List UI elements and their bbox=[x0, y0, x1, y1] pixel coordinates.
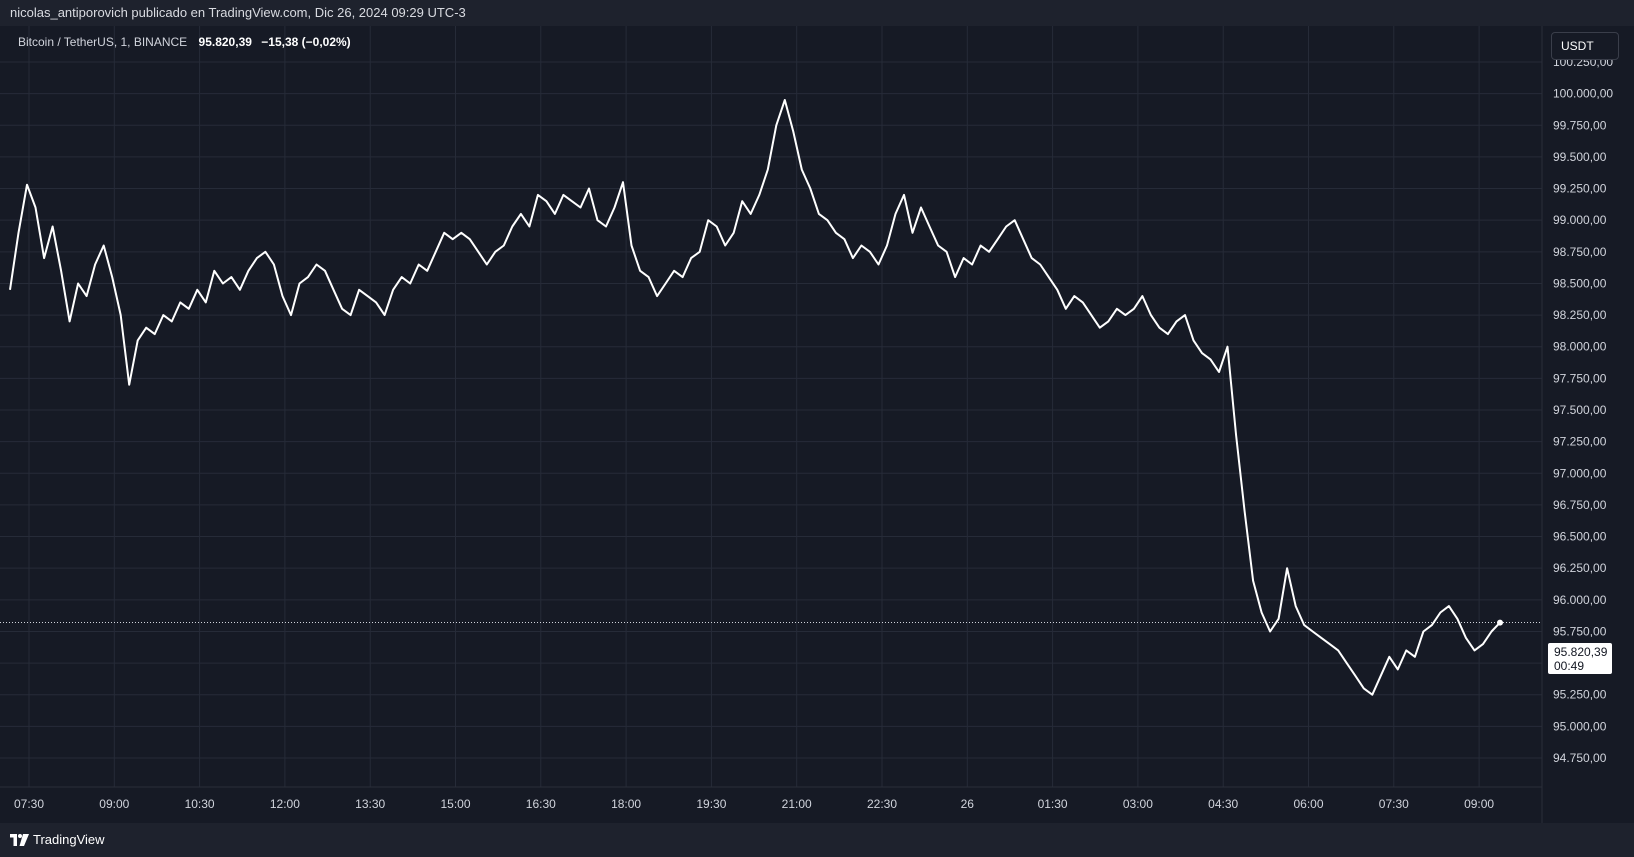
y-tick-label: 97.500,00 bbox=[1553, 403, 1607, 417]
plot-background bbox=[0, 26, 1634, 823]
chart-legend[interactable]: Bitcoin / TetherUS, 1, BINANCE 95.820,39… bbox=[18, 34, 351, 50]
y-tick-label: 97.250,00 bbox=[1553, 435, 1607, 449]
y-axis[interactable]: 100.250,00100.000,0099.750,0099.500,0099… bbox=[1553, 55, 1613, 765]
x-tick-label: 19:30 bbox=[696, 797, 726, 811]
grid-layer bbox=[0, 26, 1542, 787]
currency-label: USDT bbox=[1561, 39, 1594, 53]
y-tick-label: 98.000,00 bbox=[1553, 340, 1607, 354]
x-tick-label: 15:00 bbox=[440, 797, 470, 811]
y-tick-label: 95.000,00 bbox=[1553, 719, 1607, 733]
y-tick-label: 100.000,00 bbox=[1553, 87, 1613, 101]
y-tick-label: 98.750,00 bbox=[1553, 245, 1607, 259]
bar-countdown: 00:49 bbox=[1554, 659, 1585, 673]
y-tick-label: 98.500,00 bbox=[1553, 276, 1607, 290]
y-tick-label: 96.250,00 bbox=[1553, 561, 1607, 575]
x-tick-label: 09:00 bbox=[99, 797, 129, 811]
y-tick-label: 97.750,00 bbox=[1553, 371, 1607, 385]
x-tick-label: 06:00 bbox=[1293, 797, 1323, 811]
x-tick-label: 07:30 bbox=[1379, 797, 1409, 811]
last-price-point bbox=[1497, 619, 1503, 626]
publisher-text: nicolas_antiporovich publicado en Tradin… bbox=[10, 5, 466, 20]
y-tick-label: 95.750,00 bbox=[1553, 624, 1607, 638]
y-tick-label: 97.000,00 bbox=[1553, 466, 1607, 480]
chart-svg[interactable]: 100.250,00100.000,0099.750,0099.500,0099… bbox=[0, 26, 1634, 823]
publisher-header: nicolas_antiporovich publicado en Tradin… bbox=[0, 0, 1634, 26]
y-tick-label: 99.000,00 bbox=[1553, 213, 1607, 227]
x-tick-label: 09:00 bbox=[1464, 797, 1494, 811]
y-tick-label: 99.750,00 bbox=[1553, 118, 1607, 132]
y-tick-label: 99.500,00 bbox=[1553, 150, 1607, 164]
y-tick-label: 96.000,00 bbox=[1553, 593, 1607, 607]
tradingview-logo-icon bbox=[10, 834, 29, 846]
footer: TradingView bbox=[0, 823, 1634, 857]
y-tick-label: 96.750,00 bbox=[1553, 498, 1607, 512]
y-tick-label: 96.500,00 bbox=[1553, 530, 1607, 544]
x-tick-label: 12:00 bbox=[270, 797, 300, 811]
currency-button[interactable]: USDT bbox=[1551, 32, 1619, 60]
price-series-line bbox=[9, 99, 1501, 696]
brand-name: TradingView bbox=[33, 832, 105, 847]
x-tick-label: 04:30 bbox=[1208, 797, 1238, 811]
y-tick-label: 94.750,00 bbox=[1553, 751, 1607, 765]
x-tick-label: 13:30 bbox=[355, 797, 385, 811]
symbol-label: Bitcoin / TetherUS, 1, BINANCE bbox=[18, 35, 188, 49]
chart-panel[interactable]: 100.250,00 100.000,00 99.750,00 99.500,00 99… bbox=[0, 26, 1634, 823]
x-tick-label: 07:30 bbox=[14, 797, 44, 811]
tradingview-logo[interactable]: TradingView bbox=[10, 832, 105, 848]
x-tick-label: 22:30 bbox=[867, 797, 897, 811]
x-tick-label: 21:00 bbox=[782, 797, 812, 811]
y-tick-label: 98.250,00 bbox=[1553, 308, 1607, 322]
x-tick-label: 26 bbox=[961, 797, 975, 811]
legend-change: −15,38 (−0,02%) bbox=[261, 35, 351, 49]
x-axis[interactable]: 07:30 09:00 10:30 12:00 13:30 15:00 16:30 18:00… bbox=[14, 797, 1494, 811]
y-tick-label: 95.250,00 bbox=[1553, 688, 1607, 702]
last-price-tag: 95.820,39 00:49 bbox=[1548, 643, 1612, 674]
x-tick-label: 01:30 bbox=[1038, 797, 1068, 811]
x-tick-label: 03:00 bbox=[1123, 797, 1153, 811]
x-tick-label: 10:30 bbox=[185, 797, 215, 811]
y-tick-label: 99.250,00 bbox=[1553, 182, 1607, 196]
legend-price: 95.820,39 bbox=[198, 35, 252, 49]
last-price-value: 95.820,39 bbox=[1554, 645, 1608, 659]
x-tick-label: 18:00 bbox=[611, 797, 641, 811]
x-tick-label: 16:30 bbox=[526, 797, 556, 811]
